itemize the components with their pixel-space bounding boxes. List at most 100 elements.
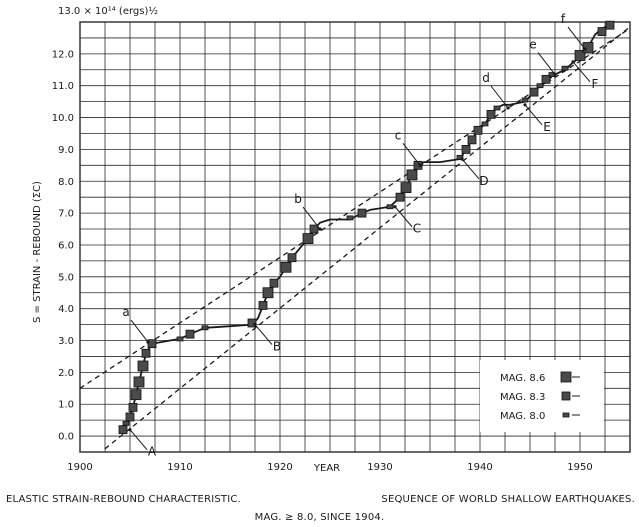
envelope-lines — [80, 26, 630, 450]
annotation-arrowhead — [318, 227, 322, 231]
annotation-label: c — [395, 128, 402, 142]
event-marker — [493, 105, 501, 111]
annotation-label: D — [479, 174, 488, 188]
legend-entry-label: MAG. 8.6 — [500, 373, 545, 384]
event-marker — [486, 109, 496, 119]
event-marker — [262, 287, 274, 299]
event-marker — [137, 360, 149, 372]
event-marker — [287, 253, 297, 263]
annotation-label: e — [529, 38, 536, 52]
annotation-leader — [572, 61, 591, 83]
event-marker — [582, 42, 594, 53]
event-marker — [529, 87, 539, 97]
annotation-label: B — [273, 340, 281, 354]
annotation-leader — [402, 143, 421, 166]
event-marker — [141, 348, 151, 358]
event-marker — [456, 154, 464, 160]
grid — [79, 21, 631, 453]
envelope-line-upper — [80, 27, 630, 389]
y-tick-label: 6.0 — [58, 240, 74, 251]
event-marker — [536, 83, 544, 89]
x-tick-label: 1900 — [67, 462, 92, 473]
event-marker — [481, 121, 489, 127]
annotation-leader — [302, 206, 321, 230]
event-marker — [574, 50, 586, 61]
event-marker — [605, 20, 615, 30]
event-markers — [118, 20, 615, 435]
annotation-leader — [129, 429, 148, 451]
annotation-leader — [567, 26, 586, 50]
annotation-leader — [394, 206, 413, 228]
event-marker — [258, 301, 268, 310]
event-marker — [280, 261, 292, 273]
annotation-label: a — [122, 305, 129, 319]
annotation-leader — [461, 158, 480, 180]
legend-entry-marker — [561, 391, 571, 401]
event-marker — [147, 339, 157, 349]
event-marker — [125, 412, 135, 422]
y-tick-label: 0.0 — [58, 432, 74, 443]
event-marker — [247, 318, 257, 328]
x-axis-label: YEAR — [313, 463, 340, 474]
annotation-arrowhead — [146, 340, 150, 344]
event-marker — [185, 329, 195, 339]
annotation-arrowhead — [128, 428, 132, 432]
y-tick-label: 8.0 — [58, 177, 74, 188]
event-marker — [357, 208, 367, 218]
legend-entry-marker — [562, 412, 570, 418]
caption-bottom: MAG. ≥ 8.0, SINCE 1904. — [254, 512, 385, 523]
annotation-arrowhead — [571, 60, 575, 64]
annotation-label: f — [561, 12, 566, 26]
event-marker — [122, 420, 130, 426]
annotation-leader — [537, 52, 556, 75]
y-tick-label: 3.0 — [58, 336, 74, 347]
event-marker — [118, 425, 128, 435]
legend-background — [480, 360, 604, 432]
annotation-label: A — [148, 445, 157, 459]
x-tick-label: 1930 — [367, 462, 392, 473]
y-tick-label: 1.0 — [58, 400, 74, 411]
legend-entry-label: MAG. 8.3 — [500, 392, 545, 403]
annotation-arrowhead — [553, 72, 557, 77]
event-marker — [130, 389, 142, 401]
legend-entry-marker — [560, 371, 572, 383]
event-marker — [561, 65, 569, 71]
y-tick-label: 11.0 — [52, 81, 74, 92]
event-marker — [128, 403, 138, 412]
event-marker — [541, 74, 551, 84]
event-marker — [269, 278, 279, 288]
annotation-label: d — [482, 71, 490, 85]
y-axis-label: S = STRAIN - REBOUND (ΣC) — [32, 181, 43, 323]
y-tick-label: 5.0 — [58, 272, 74, 283]
legend: MAG. 8.6 MAG. 8.3 MAG. 8.0 — [480, 360, 604, 432]
y-tick-label: 9.0 — [58, 145, 74, 156]
event-marker — [521, 97, 529, 103]
event-marker — [386, 204, 394, 210]
annotation-arrowhead — [253, 322, 257, 327]
annotation-label: E — [543, 120, 551, 134]
x-tick-label: 1910 — [167, 462, 192, 473]
caption-left: ELASTIC STRAIN-REBOUND CHARACTERISTIC. — [6, 494, 241, 505]
x-tick-label: 1940 — [467, 462, 492, 473]
event-marker — [400, 182, 412, 194]
annotation-arrowhead — [583, 47, 587, 51]
event-marker — [309, 224, 319, 234]
envelope-line-lower — [104, 26, 630, 450]
y-unit-label: 13.0 × 10¹⁴ (ergs)½ — [58, 5, 158, 17]
y-tick-label: 7.0 — [58, 209, 74, 220]
event-marker — [467, 135, 477, 145]
event-marker — [461, 145, 471, 154]
annotations: a b c d e f A B C D E F — [122, 12, 598, 459]
event-marker — [413, 160, 423, 170]
annotation-arrowhead — [460, 157, 464, 161]
event-marker — [395, 192, 405, 202]
event-marker — [133, 376, 145, 388]
event-marker — [346, 215, 354, 221]
annotation-label: b — [294, 192, 302, 206]
event-marker — [473, 125, 483, 135]
y-tick-label: 10.0 — [52, 113, 74, 124]
annotation-leader — [524, 104, 543, 126]
annotation-leader — [130, 319, 149, 343]
annotation-arrowhead — [523, 103, 527, 107]
